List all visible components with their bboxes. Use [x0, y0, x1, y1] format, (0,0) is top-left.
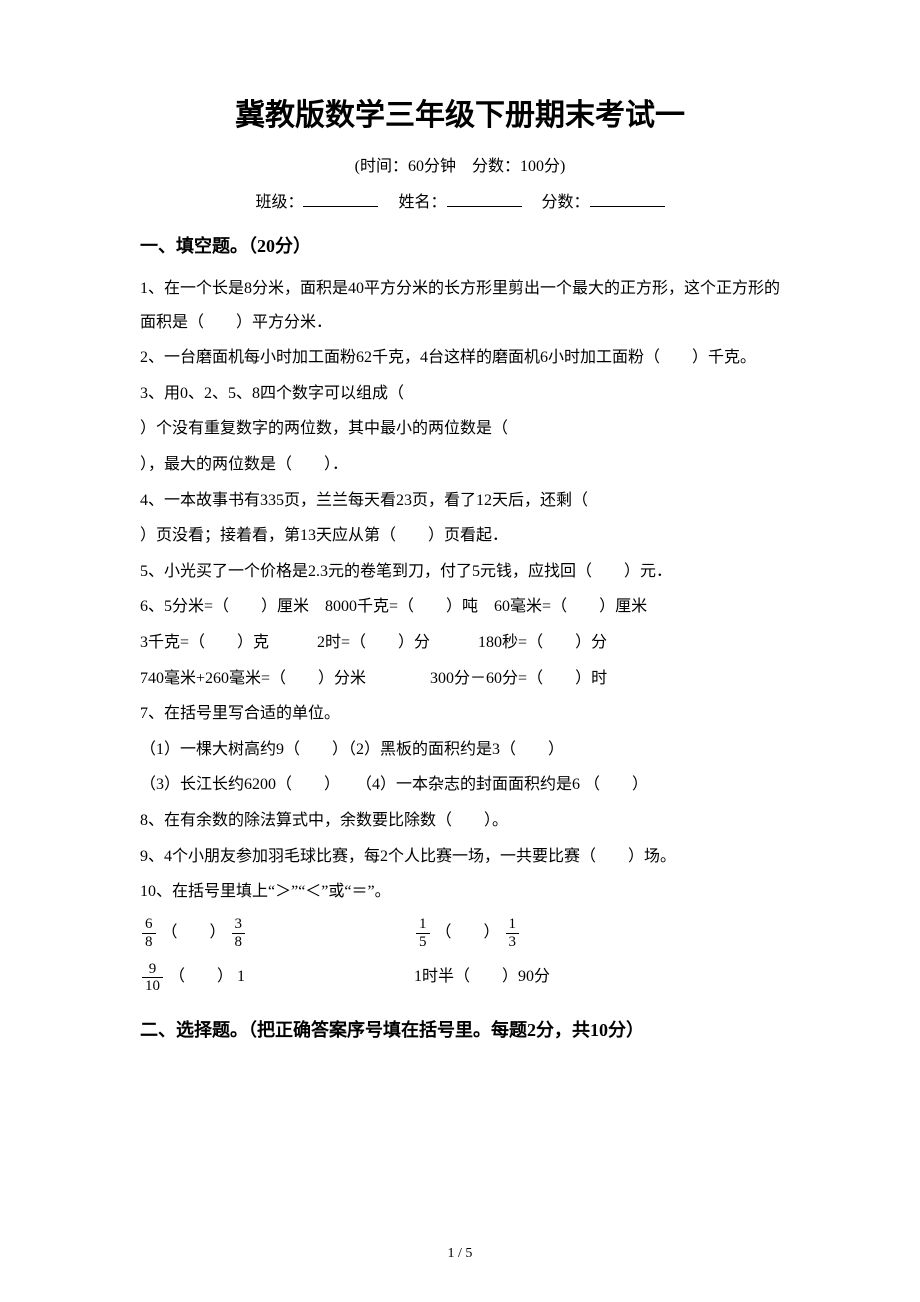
fraction-6-8: 6 8 — [142, 916, 156, 950]
question-4-line1: 4、一本故事书有335页，兰兰每天看23页，看了12天后，还剩（ — [140, 484, 780, 518]
question-6-line1: 6、5分米=（ ）厘米 8000千克=（ ）吨 60毫米=（ ）厘米 — [140, 590, 780, 624]
name-label: 姓名： — [398, 194, 446, 211]
fraction-den: 8 — [142, 934, 156, 951]
question-7b: （3）长江长约6200（ ） （4）一本杂志的封面面积约是6 （ ） — [140, 768, 780, 802]
question-3-line2: ）个没有重复数字的两位数，其中最小的两位数是（ — [140, 412, 780, 446]
question-3-line3: ），最大的两位数是（ ）． — [140, 448, 780, 482]
question-6-line3: 740毫米+260毫米=（ ）分米 300分－60分=（ ）时 — [140, 662, 780, 696]
fraction-1-3: 1 3 — [506, 916, 520, 950]
class-blank[interactable] — [303, 193, 378, 207]
fraction-3-8: 3 8 — [232, 916, 246, 950]
fraction-1-5: 1 5 — [416, 916, 430, 950]
fraction-9-10: 9 10 — [142, 961, 163, 995]
blank-paren: （ ） — [162, 924, 226, 941]
exam-title: 冀教版数学三年级下册期末考试一 — [140, 90, 780, 134]
blank-paren: （ ） — [436, 924, 500, 941]
fraction-num: 1 — [416, 916, 430, 934]
fraction-row-1: 6 8 （ ） 3 8 1 5 （ ） 1 3 — [140, 911, 780, 956]
name-blank[interactable] — [447, 193, 522, 207]
question-3-line1: 3、用0、2、5、8四个数字可以组成（ — [140, 377, 780, 411]
time-half-text: 1时半（ ）90分 — [414, 968, 550, 985]
question-4-line2: ）页没看；接着看，第13天应从第（ ）页看起． — [140, 519, 780, 553]
fraction-den: 8 — [232, 934, 246, 951]
question-8: 8、在有余数的除法算式中，余数要比除数（ ）。 — [140, 804, 780, 838]
exam-subtitle: (时间：60分钟 分数：100分) — [140, 152, 780, 176]
student-info-line: 班级： 姓名： 分数： — [140, 188, 780, 212]
section-2-header: 二、选择题。（把正确答案序号填在括号里。每题2分，共10分） — [140, 1016, 780, 1042]
fraction-num: 1 — [506, 916, 520, 934]
fraction-num: 9 — [142, 961, 163, 979]
page-number: 1 / 5 — [0, 1246, 920, 1262]
fraction-den: 3 — [506, 934, 520, 951]
fraction-num: 3 — [232, 916, 246, 934]
question-9: 9、4个小朋友参加羽毛球比赛，每2个人比赛一场，一共要比赛（ ）场。 — [140, 840, 780, 874]
fraction-den: 5 — [416, 934, 430, 951]
score-blank[interactable] — [590, 193, 665, 207]
question-6-line2: 3千克=（ ）克 2时=（ ）分 180秒=（ ）分 — [140, 626, 780, 660]
class-label: 班级： — [255, 194, 303, 211]
question-5: 5、小光买了一个价格是2.3元的卷笔到刀，付了5元钱，应找回（ ）元． — [140, 555, 780, 589]
question-2: 2、一台磨面机每小时加工面粉62千克，4台这样的磨面机6小时加工面粉（ ）千克。 — [140, 341, 780, 375]
question-1: 1、在一个长是8分米，面积是40平方分米的长方形里剪出一个最大的正方形，这个正方… — [140, 272, 780, 339]
one-text: 1 — [237, 968, 245, 985]
fraction-row-2: 9 10 （ ） 1 1时半（ ）90分 — [140, 955, 780, 1000]
question-7: 7、在括号里写合适的单位。 — [140, 697, 780, 731]
question-10: 10、在括号里填上“＞”“＜”或“＝”。 — [140, 875, 780, 909]
question-7a: （1）一棵大树高约9（ ）（2）黑板的面积约是3（ ） — [140, 733, 780, 767]
section-1-header: 一、填空题。（20分） — [140, 232, 780, 258]
fraction-den: 10 — [142, 978, 163, 995]
fraction-num: 6 — [142, 916, 156, 934]
blank-paren: （ ） — [169, 968, 233, 985]
score-label: 分数： — [542, 194, 590, 211]
